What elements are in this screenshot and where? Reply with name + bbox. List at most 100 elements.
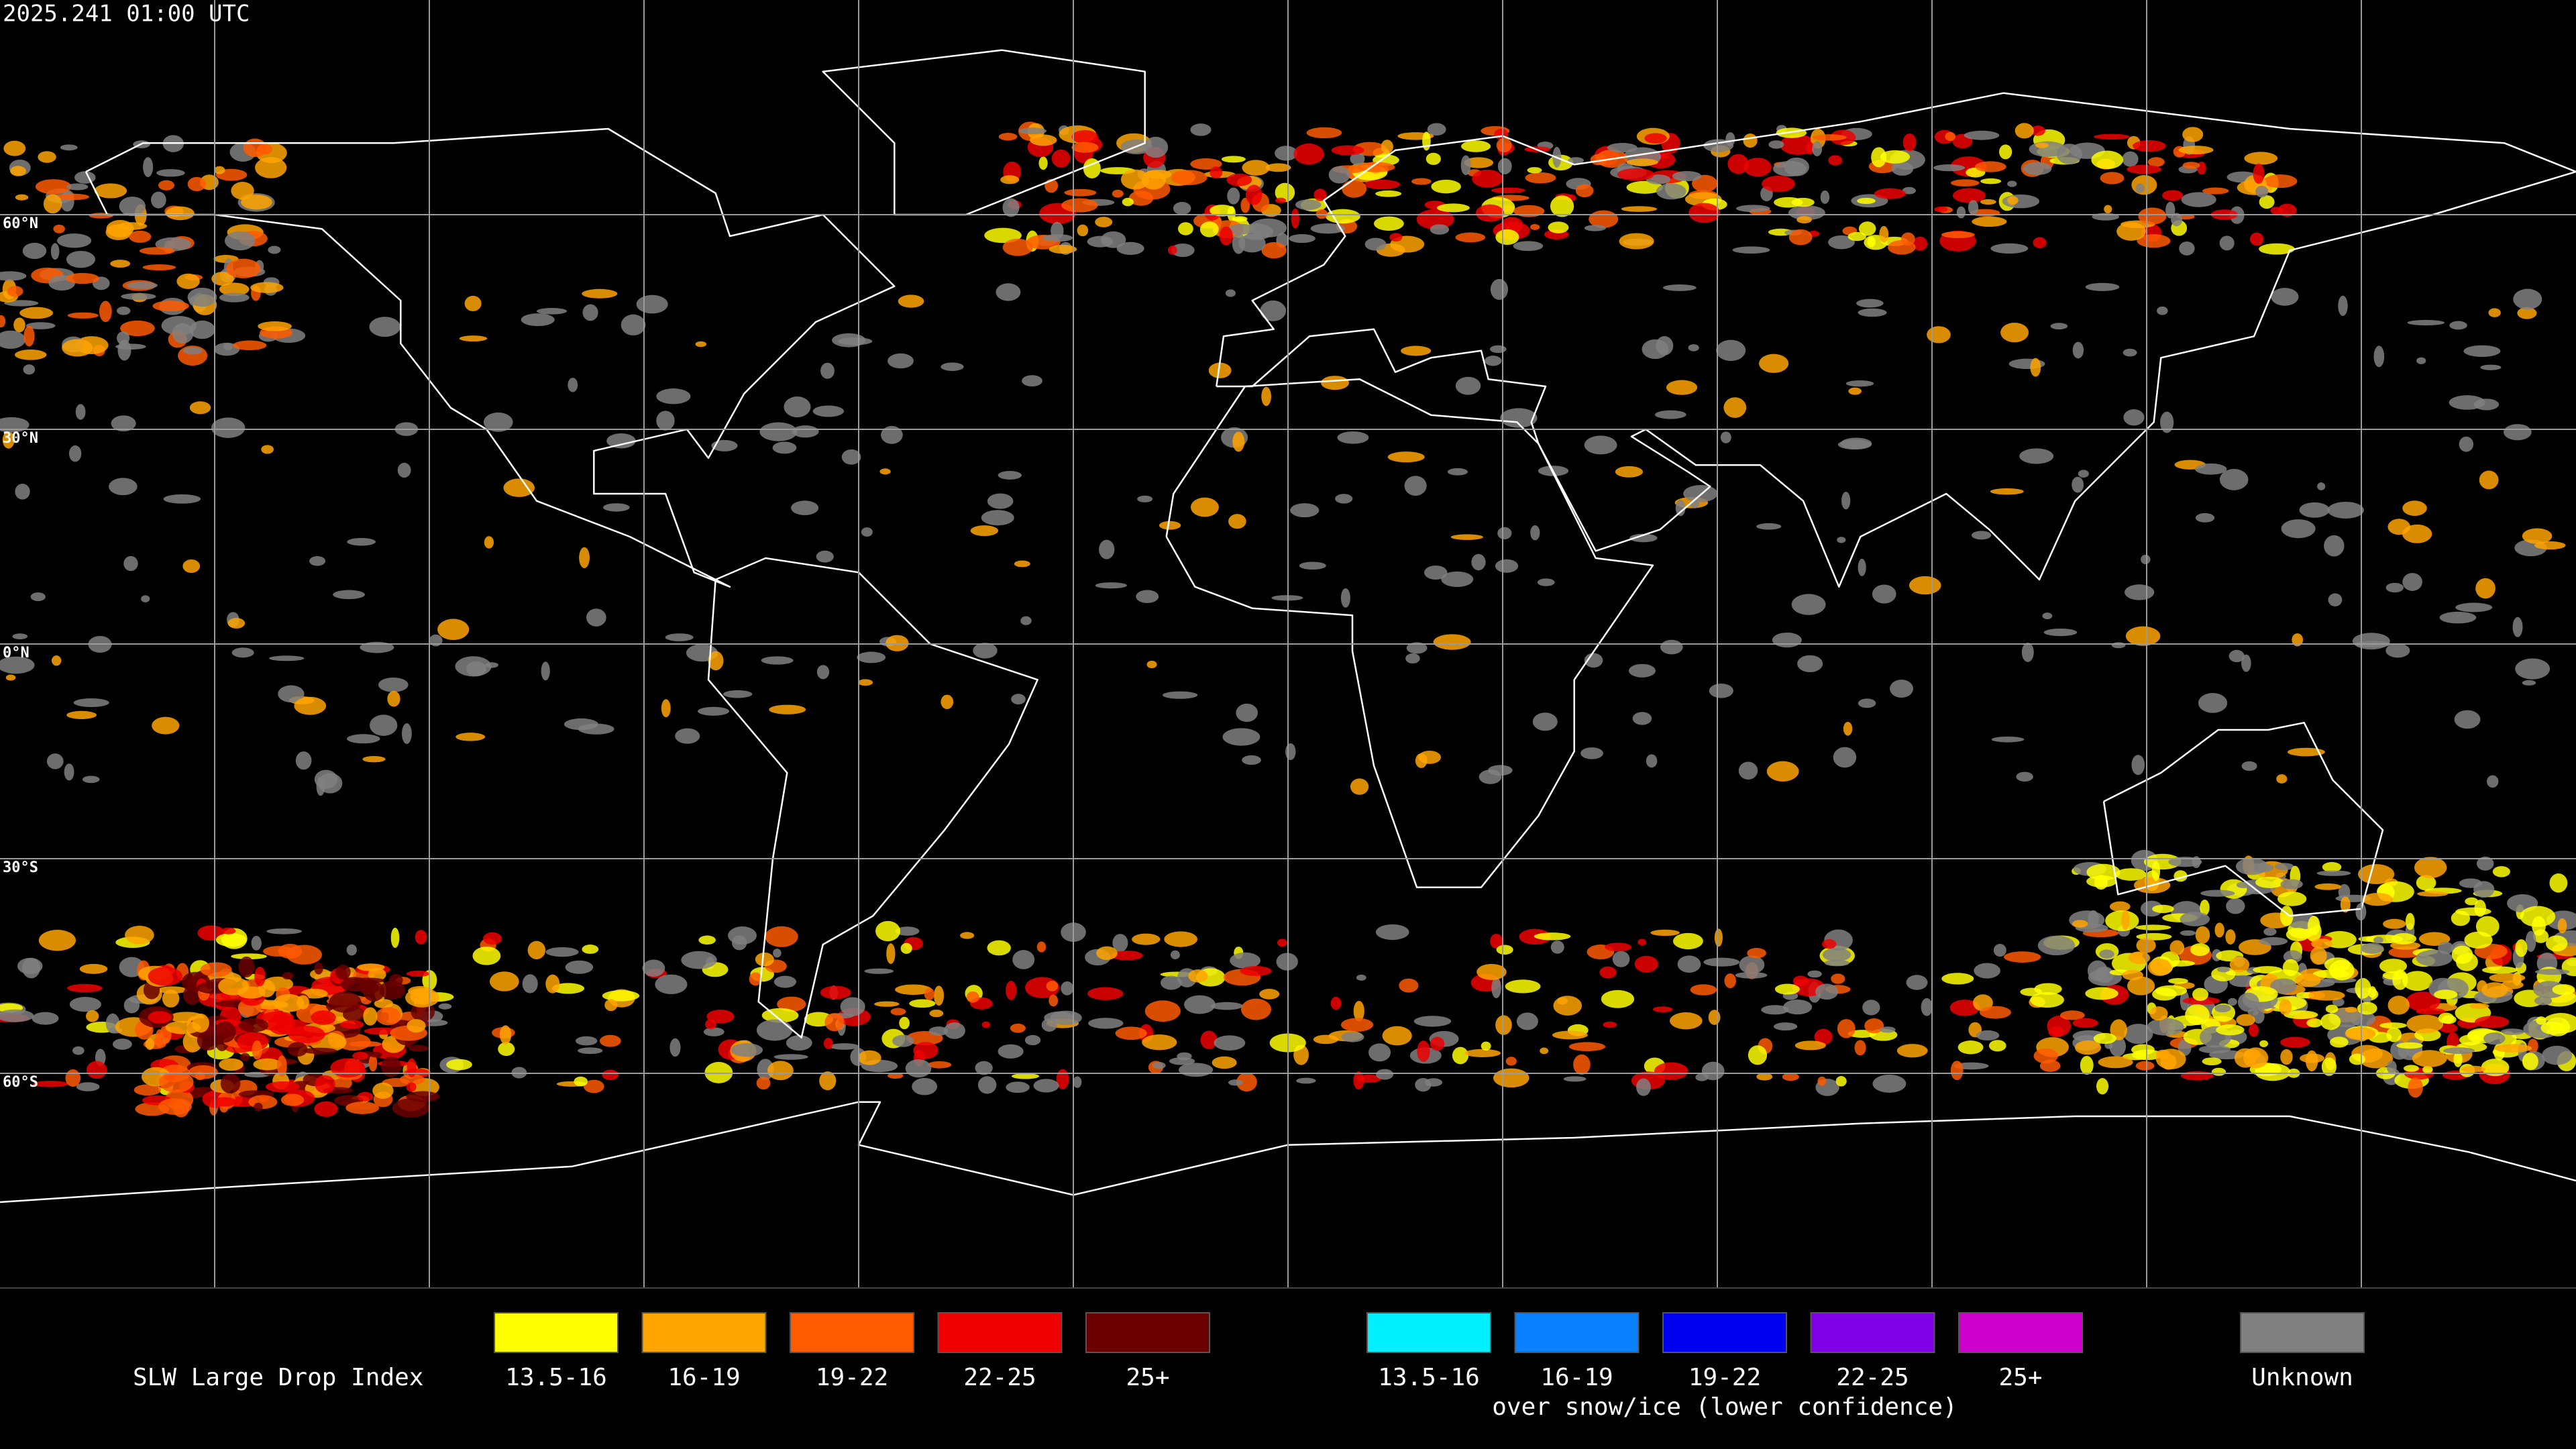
cloud-patch	[1415, 753, 1428, 768]
cloud-patch	[1532, 712, 1558, 731]
cloud-patch	[1071, 129, 1099, 144]
cloud-patch	[2475, 578, 2496, 599]
cloud-patch	[1540, 1047, 1549, 1055]
cloud-patch	[2328, 593, 2343, 606]
cloud-patch	[773, 1054, 808, 1060]
cloud-patch	[2074, 1040, 2102, 1055]
cloud-patch	[1497, 158, 1512, 174]
cloud-patch	[347, 734, 380, 744]
cloud-patch	[1500, 408, 1538, 428]
cloud-patch	[2308, 990, 2345, 1001]
cloud-patch	[1831, 973, 1845, 984]
cloud-patch	[120, 320, 155, 337]
cloud-patch	[2259, 936, 2288, 946]
cloud-patch	[2545, 935, 2568, 952]
cloud-patch	[941, 362, 964, 372]
cloud-patch	[1144, 1000, 1181, 1022]
cloud-patch	[1666, 380, 1698, 395]
cloud-patch	[2263, 927, 2277, 936]
cloud-patch	[1550, 941, 1564, 954]
cloud-patch	[2157, 306, 2168, 315]
cloud-patch	[76, 1082, 100, 1091]
cloud-patch	[1709, 683, 1733, 698]
cloud-patch	[2244, 152, 2278, 165]
cloud-patch	[2361, 943, 2384, 954]
cloud-patch	[165, 1020, 201, 1034]
cloud-patch	[2182, 127, 2204, 142]
cloud-patch	[1735, 971, 1768, 979]
cloud-patch	[1530, 525, 1540, 541]
cloud-patch	[1840, 437, 1872, 449]
cloud-patch	[187, 287, 217, 307]
cloud-patch	[2463, 345, 2501, 357]
cloud-patch	[1584, 435, 1617, 455]
cloud-patch	[2317, 482, 2326, 490]
cloud-patch	[895, 984, 932, 995]
cloud-patch	[1493, 1068, 1529, 1088]
cloud-patch	[1858, 221, 1876, 236]
cloud-patch	[1330, 996, 1342, 1010]
cloud-patch	[352, 977, 385, 983]
cloud-patch	[410, 989, 435, 1005]
cloud-patch	[2280, 1036, 2310, 1048]
cloud-patch	[111, 415, 136, 432]
cloud-patch	[263, 946, 294, 957]
cloud-patch	[446, 1059, 472, 1071]
cloud-patch	[162, 989, 180, 1008]
cloud-patch	[110, 260, 131, 268]
cloud-patch	[2528, 1038, 2538, 1053]
cloud-patch	[1356, 974, 1366, 981]
cloud-patch	[46, 753, 64, 769]
cloud-patch	[1056, 1069, 1069, 1089]
cloud-patch	[314, 1101, 338, 1117]
legend-label: 13.5-16	[1378, 1364, 1480, 1391]
legend-label: 19-22	[816, 1364, 888, 1391]
cloud-patch	[1228, 514, 1246, 529]
cloud-patch	[1748, 1045, 1768, 1065]
cloud-patch	[665, 633, 694, 641]
cloud-patch	[2181, 192, 2216, 207]
cloud-patch	[1550, 195, 1574, 217]
cloud-patch	[1835, 1076, 1847, 1087]
cloud-patch	[2216, 967, 2230, 973]
cloud-patch	[837, 337, 873, 345]
cloud-patch	[2121, 910, 2130, 930]
cloud-patch	[1061, 981, 1074, 996]
cloud-patch	[2171, 213, 2183, 227]
cloud-patch	[981, 510, 1014, 526]
cloud-layer	[0, 121, 2576, 1118]
cloud-patch	[1120, 169, 1150, 190]
cloud-patch	[861, 527, 873, 537]
cloud-patch	[1896, 1044, 1928, 1058]
cloud-patch	[1464, 157, 1494, 168]
cloud-patch	[1296, 1077, 1316, 1084]
cloud-patch	[924, 987, 935, 1001]
cloud-patch	[2098, 1056, 2133, 1069]
cloud-patch	[568, 378, 578, 392]
cloud-patch	[604, 999, 618, 1012]
coastline	[2102, 722, 2384, 917]
cloud-patch	[2358, 864, 2395, 884]
cloud-patch	[2109, 901, 2131, 912]
cloud-patch	[1968, 200, 1979, 215]
cloud-patch	[392, 1098, 430, 1118]
cloud-patch	[1240, 197, 1250, 213]
cloud-patch	[941, 694, 954, 710]
cloud-patch	[142, 264, 176, 271]
cloud-patch	[286, 945, 322, 965]
cloud-patch	[220, 1073, 241, 1094]
cloud-patch	[2029, 141, 2067, 158]
cloud-patch	[887, 1073, 904, 1079]
cloud-patch	[1136, 590, 1159, 603]
cloud-patch	[30, 592, 46, 602]
legend-swatch	[937, 1312, 1063, 1353]
legend-title: SLW Large Drop Index	[133, 1364, 423, 1391]
cloud-patch	[1014, 560, 1030, 568]
cloud-patch	[2096, 1078, 2109, 1095]
cloud-patch	[1980, 199, 1996, 205]
cloud-patch	[1672, 170, 1702, 182]
cloud-patch	[564, 718, 598, 731]
cloud-patch	[1817, 1076, 1827, 1086]
cloud-patch	[1489, 345, 1507, 354]
